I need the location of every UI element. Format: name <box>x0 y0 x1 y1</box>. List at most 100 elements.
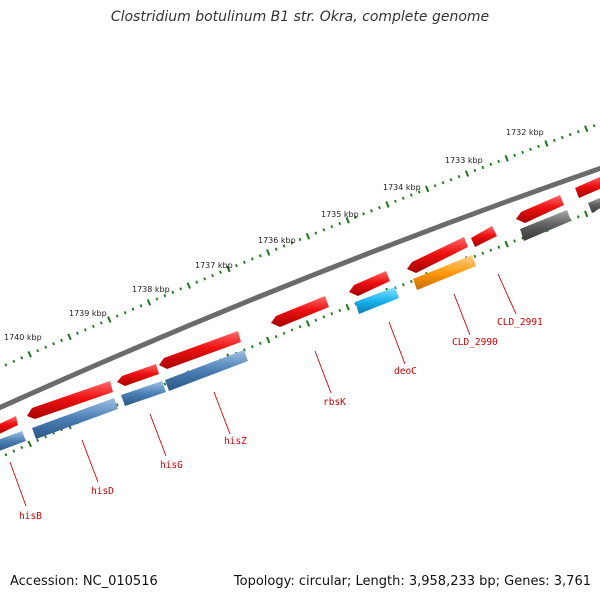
scale-minor-tick <box>60 338 63 342</box>
scale-minor-tick <box>417 190 421 194</box>
accession-text: Accession: NC_010516 <box>10 574 158 589</box>
scale-major-tick <box>266 336 271 344</box>
scale-major-tick <box>345 303 350 311</box>
gene-feature[interactable] <box>349 271 390 296</box>
scale-minor-tick <box>592 124 596 128</box>
gene-feature[interactable] <box>588 197 600 213</box>
scale-major-tick <box>305 320 311 327</box>
scale-minor-tick <box>449 178 453 182</box>
scale-minor-tick <box>568 133 572 137</box>
scale-minor-tick <box>553 138 556 143</box>
scale-minor-tick <box>131 307 135 311</box>
gene-feature[interactable] <box>165 350 248 391</box>
scale-minor-tick <box>394 286 397 290</box>
scale-minor-tick <box>115 403 119 407</box>
scale-minor-tick <box>322 228 326 232</box>
scale-label: 1739 kbp <box>69 309 107 318</box>
scale-minor-tick <box>338 221 342 226</box>
scale-minor-tick <box>529 147 532 152</box>
gene-feature[interactable] <box>159 331 241 369</box>
gene-feature[interactable] <box>0 416 18 435</box>
scale-minor-tick <box>330 311 334 316</box>
scale-major-tick <box>186 282 191 289</box>
scale-major-tick <box>544 140 549 147</box>
scale-minor-tick <box>44 435 48 439</box>
scale-minor-tick <box>433 184 437 188</box>
genome-summary-text: Topology: circular; Length: 3,958,233 bp… <box>233 574 591 589</box>
scale-minor-tick <box>52 342 56 346</box>
scale-minor-tick <box>576 129 580 134</box>
genome-backbone <box>0 165 600 411</box>
scale-major-tick <box>27 350 32 358</box>
scale-minor-tick <box>473 254 477 259</box>
scale-minor-tick <box>481 165 485 170</box>
scale-label: 1738 kbp <box>132 285 170 294</box>
gene-feature[interactable] <box>407 237 468 273</box>
scale-major-tick <box>504 240 509 248</box>
label-leaders <box>9 273 517 507</box>
gene-label: hisZ <box>224 436 247 447</box>
gene-feature[interactable] <box>27 381 113 419</box>
scale-minor-tick <box>12 359 16 363</box>
scale-major-tick <box>107 316 112 323</box>
scale-minor-tick <box>250 345 254 349</box>
scale-minor-tick <box>123 311 127 315</box>
scale-minor-tick <box>163 294 167 298</box>
gene-feature[interactable] <box>271 296 329 327</box>
scale-minor-tick <box>314 318 318 322</box>
scale-minor-tick <box>473 168 477 173</box>
scale-minor-tick <box>409 193 413 197</box>
scale-minor-tick <box>91 324 95 329</box>
scale-minor-tick <box>457 174 461 179</box>
scale-minor-tick <box>258 341 262 345</box>
gene-feature[interactable] <box>471 226 497 247</box>
scale-minor-tick <box>235 263 238 268</box>
scale-minor-tick <box>513 239 516 243</box>
scale-minor-tick <box>401 283 405 287</box>
scale-minor-tick <box>521 236 524 240</box>
scale-minor-tick <box>4 363 8 367</box>
scale-minor-tick <box>314 231 318 235</box>
gene-label: deoC <box>394 366 417 377</box>
scale-minor-tick <box>282 244 286 248</box>
scale-minor-tick <box>20 445 24 450</box>
scale-minor-tick <box>171 290 175 294</box>
scale-major-tick <box>464 170 470 177</box>
gene-feature[interactable] <box>32 398 118 439</box>
gene-feature[interactable] <box>355 287 399 314</box>
scale-minor-tick <box>83 328 87 332</box>
scale-major-tick <box>504 155 509 162</box>
scale-minor-tick <box>211 273 214 278</box>
scale-minor-tick <box>12 449 16 453</box>
gene-feature[interactable] <box>121 381 166 406</box>
gene-feature[interactable] <box>520 210 571 241</box>
gene-feature[interactable] <box>575 176 600 198</box>
gene-feature[interactable] <box>516 195 564 223</box>
scale-minor-tick <box>203 277 207 281</box>
scale-minor-tick <box>282 331 286 335</box>
scale-minor-tick <box>155 297 159 301</box>
scale-minor-tick <box>99 321 103 325</box>
scale-minor-tick <box>394 199 397 203</box>
scale-minor-tick <box>76 331 79 335</box>
gene-feature[interactable] <box>413 255 476 290</box>
scale-minor-tick <box>139 304 143 308</box>
scale-minor-tick <box>330 224 334 229</box>
gene-label: hisB <box>19 511 42 522</box>
gene-label: hisG <box>160 460 183 471</box>
scale-minor-tick <box>537 144 540 149</box>
scale-minor-tick <box>258 254 262 258</box>
gene-label: CLD_2991 <box>497 317 543 328</box>
scale-label: 1737 kbp <box>195 261 233 270</box>
scale-minor-tick <box>4 453 8 457</box>
scale-minor-tick <box>250 257 254 261</box>
scale-minor-tick <box>521 150 524 155</box>
scale-minor-tick <box>354 215 358 219</box>
scale-major-tick <box>425 185 430 193</box>
gene-feature[interactable] <box>117 364 159 386</box>
scale-major-tick <box>146 299 152 306</box>
scale-minor-tick <box>489 248 493 252</box>
gene-feature[interactable] <box>0 431 26 451</box>
scale-minor-tick <box>513 153 516 158</box>
scale-minor-tick <box>401 196 405 200</box>
